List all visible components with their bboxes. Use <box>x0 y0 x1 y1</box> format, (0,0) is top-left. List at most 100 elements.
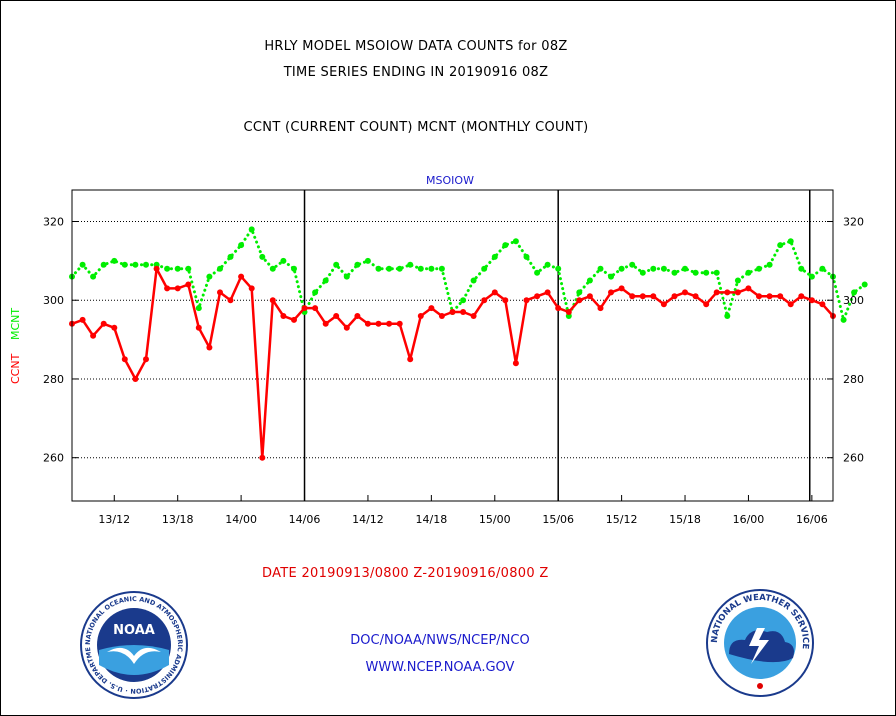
data-point-ccnt <box>428 305 435 312</box>
axes: 260 260 280 280 300 300 320 320 13/12 13/18 14/00 1… <box>43 215 864 526</box>
data-point-ccnt <box>787 301 794 308</box>
data-point-mcnt <box>185 265 192 272</box>
data-point-mcnt <box>734 277 741 284</box>
data-point-mcnt <box>586 277 593 284</box>
data-point-mcnt <box>460 297 467 304</box>
data-point-mcnt <box>787 238 794 245</box>
data-point-mcnt <box>671 269 678 276</box>
y-tick-label-right: 260 <box>843 452 864 465</box>
data-point-mcnt <box>819 265 826 272</box>
data-point-mcnt <box>217 265 223 272</box>
data-point-mcnt <box>206 273 213 280</box>
data-point-mcnt <box>798 265 805 272</box>
data-point-mcnt <box>682 265 688 272</box>
x-tick-label: 16/06 <box>796 513 828 526</box>
y-axis-label: CCNT MCNT <box>9 308 22 384</box>
data-point-ccnt <box>460 309 467 315</box>
data-point-ccnt <box>502 297 509 304</box>
data-point-mcnt <box>861 281 868 288</box>
data-point-ccnt <box>703 301 710 308</box>
data-point-mcnt <box>608 273 614 280</box>
data-point-mcnt <box>312 289 319 296</box>
x-tick-label: 13/18 <box>162 513 194 526</box>
data-point-ccnt <box>217 289 223 296</box>
data-point-ccnt <box>756 293 762 300</box>
data-point-ccnt <box>491 289 498 296</box>
data-point-mcnt <box>724 313 731 319</box>
data-point-mcnt <box>375 265 382 272</box>
data-point-mcnt <box>597 265 604 272</box>
data-point-mcnt <box>491 253 498 260</box>
plot-area-border <box>71 189 834 502</box>
chart-subtitle: MSOIOW <box>426 174 474 187</box>
data-point-mcnt <box>90 273 97 280</box>
footer-org-line: DOC/NOAA/NWS/NCEP/NCO <box>350 633 530 648</box>
data-point-mcnt <box>195 305 202 312</box>
data-point-mcnt <box>248 226 255 233</box>
data-point-mcnt <box>354 261 361 268</box>
data-point-ccnt <box>343 324 350 331</box>
x-tick-label: 15/18 <box>669 513 701 526</box>
data-point-ccnt <box>238 273 245 280</box>
data-point-mcnt <box>840 316 847 323</box>
nws-logo: NATIONAL WEATHER SERVICE <box>706 589 814 697</box>
data-point-ccnt <box>206 344 213 351</box>
data-point-ccnt <box>639 293 646 300</box>
data-point-ccnt <box>185 281 192 288</box>
chart-title-line-2: TIME SERIES ENDING IN 20190916 08Z <box>283 65 549 80</box>
data-point-mcnt <box>428 265 435 272</box>
x-tick-label: 14/00 <box>225 513 257 526</box>
data-point-mcnt <box>745 269 752 276</box>
data-point-mcnt <box>692 269 699 276</box>
date-range-caption: DATE 20190913/0800 Z-20190916/0800 Z <box>262 566 549 581</box>
data-point-ccnt <box>565 309 572 315</box>
data-point-mcnt <box>713 269 720 276</box>
data-point-mcnt <box>523 253 530 260</box>
data-point-ccnt <box>523 297 530 304</box>
data-point-ccnt <box>586 293 593 300</box>
data-point-ccnt <box>164 285 171 292</box>
data-point-ccnt <box>534 293 541 300</box>
data-point-ccnt <box>819 301 826 308</box>
data-point-mcnt <box>322 277 329 284</box>
data-point-ccnt <box>333 313 340 319</box>
gridlines <box>72 220 833 459</box>
data-point-mcnt <box>576 289 583 296</box>
footer-url-link[interactable]: WWW.NCEP.NOAA.GOV <box>365 660 515 675</box>
data-point-ccnt <box>174 285 181 292</box>
data-point-ccnt <box>481 297 488 304</box>
data-point-mcnt <box>143 261 149 268</box>
data-point-ccnt <box>449 309 456 315</box>
data-point-ccnt <box>734 289 741 296</box>
data-point-ccnt <box>322 320 329 327</box>
series-ccnt <box>69 265 836 461</box>
data-point-ccnt <box>79 316 86 323</box>
data-point-ccnt <box>650 293 657 300</box>
data-point-mcnt <box>544 261 551 268</box>
data-point-mcnt <box>808 273 815 280</box>
noaa-logo: NOAA NATIONAL OCEANIC AND ATMOSPHERIC AD… <box>79 590 188 699</box>
data-point-ccnt <box>608 289 614 296</box>
data-point-mcnt <box>121 261 128 268</box>
data-point-ccnt <box>269 297 276 304</box>
data-point-ccnt <box>143 356 149 363</box>
x-tick-label: 14/18 <box>416 513 448 526</box>
data-point-ccnt <box>354 313 361 319</box>
x-tick-label: 15/00 <box>479 513 511 526</box>
data-point-mcnt <box>470 277 477 284</box>
data-point-ccnt <box>195 324 202 331</box>
data-point-mcnt <box>703 269 710 276</box>
x-tick-label: 13/12 <box>98 513 130 526</box>
data-point-ccnt <box>386 320 393 327</box>
data-point-ccnt <box>100 320 107 327</box>
data-point-mcnt <box>481 265 488 272</box>
data-point-mcnt <box>417 265 424 272</box>
data-point-mcnt <box>639 269 646 276</box>
data-point-mcnt <box>238 242 245 249</box>
data-point-mcnt <box>629 261 636 268</box>
data-point-ccnt <box>512 360 519 367</box>
data-point-ccnt <box>90 332 97 339</box>
series-line-ccnt <box>70 267 835 459</box>
data-point-ccnt <box>544 289 551 296</box>
